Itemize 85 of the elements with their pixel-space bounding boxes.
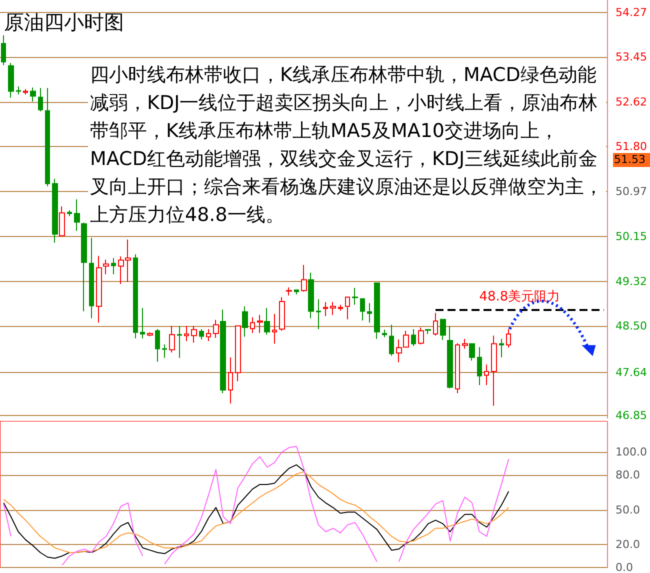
candlestick bbox=[367, 302, 372, 324]
candlestick bbox=[286, 286, 292, 296]
candlestick bbox=[484, 364, 489, 386]
candlestick bbox=[8, 62, 14, 98]
candlestick bbox=[257, 314, 263, 334]
candlestick bbox=[425, 328, 431, 335]
candlestick bbox=[96, 255, 102, 324]
y-tick-label: 49.32 bbox=[616, 274, 648, 288]
text: 原油四小时图 bbox=[4, 10, 124, 34]
candlestick bbox=[447, 325, 453, 389]
candlestick bbox=[103, 259, 109, 275]
y-tick-label: 50.0 bbox=[616, 503, 640, 516]
candlestick bbox=[462, 338, 468, 350]
candlestick bbox=[23, 88, 28, 96]
candlestick bbox=[59, 206, 65, 237]
candlestick bbox=[308, 272, 314, 319]
candlestick bbox=[433, 312, 438, 336]
candlestick bbox=[89, 237, 94, 319]
candlestick bbox=[455, 342, 460, 394]
candlestick bbox=[147, 332, 153, 337]
candlestick bbox=[235, 325, 241, 382]
candlestick bbox=[184, 325, 189, 342]
candlestick bbox=[213, 319, 219, 338]
candlestick bbox=[81, 222, 87, 312]
y-tick-label: 100.0 bbox=[616, 446, 648, 459]
candlestick bbox=[242, 306, 248, 338]
candlestick bbox=[301, 264, 307, 292]
y-tick-label: 50.15 bbox=[616, 230, 648, 243]
candlestick bbox=[177, 325, 182, 358]
y-tick-label: 20.0 bbox=[616, 538, 640, 551]
candlestick bbox=[316, 298, 321, 330]
candlestick bbox=[477, 346, 482, 386]
candlestick bbox=[360, 298, 365, 321]
candlestick bbox=[199, 328, 204, 340]
candlestick bbox=[323, 301, 328, 317]
text: 51.53 bbox=[614, 153, 646, 166]
candlestick bbox=[220, 309, 226, 394]
candlestick bbox=[45, 87, 50, 187]
candlestick bbox=[352, 287, 358, 306]
y-tick-label: 52.62 bbox=[616, 96, 648, 109]
candlestick bbox=[155, 328, 160, 362]
y-tick-label: 46.85 bbox=[616, 409, 648, 422]
annotation: 四小时线布林带收口，K线承压布林带中轨，MACD绿色动能减弱，KDJ一线位于超卖区拐头向上，小时线上看，原油布林带邹平，K线承压布林带上轨MA5及MA10交进场向上，MACD红色动能增强，双线交金叉运行，KDJ三线延续此前金叉向上开口；综合来看杨逸庆建议原油还是以反弹做空为主，上方压力位48.8一线。 bbox=[90, 64, 603, 226]
candlestick bbox=[67, 210, 72, 217]
candlestick bbox=[16, 86, 21, 96]
candlestick bbox=[169, 325, 175, 353]
candlestick bbox=[330, 301, 336, 316]
candlestick bbox=[499, 338, 504, 358]
candlestick bbox=[338, 304, 343, 312]
candlestick bbox=[411, 328, 416, 346]
candlestick bbox=[162, 344, 167, 358]
candlestick bbox=[228, 356, 233, 404]
candlestick bbox=[38, 87, 43, 112]
candlestick bbox=[272, 313, 277, 344]
y-tick-label: 48.50 bbox=[616, 319, 648, 332]
candlestick bbox=[374, 282, 380, 340]
candlestick bbox=[1, 34, 6, 66]
candlestick bbox=[206, 328, 211, 342]
candlestick bbox=[294, 288, 299, 295]
candlestick bbox=[469, 343, 475, 362]
candlestick bbox=[506, 328, 511, 348]
ref-line-label: 48.8美元阻力 bbox=[479, 288, 560, 305]
candlestick bbox=[52, 178, 58, 244]
candlestick bbox=[389, 324, 394, 356]
candlestick bbox=[418, 327, 424, 345]
candlestick bbox=[133, 254, 138, 339]
candlestick bbox=[440, 318, 446, 341]
candlestick bbox=[250, 316, 255, 334]
candlestick bbox=[382, 329, 387, 338]
candlestick bbox=[191, 325, 197, 344]
candlestick bbox=[30, 86, 36, 102]
y-tick-label: 47.64 bbox=[616, 366, 648, 380]
candlestick bbox=[74, 198, 80, 232]
y-tick-label: 51.80 bbox=[616, 140, 648, 154]
y-tick-label: 53.45 bbox=[616, 50, 648, 64]
candlestick bbox=[111, 257, 116, 275]
y-tick-label: 50.97 bbox=[616, 185, 648, 198]
y-tick-label: 0.0 bbox=[616, 561, 634, 573]
candlestick bbox=[264, 307, 270, 336]
y-tick-label: 80.0 bbox=[616, 468, 640, 482]
candlestick bbox=[140, 307, 145, 339]
y-tick-label: 54.27 bbox=[616, 6, 648, 19]
candlestick bbox=[279, 296, 285, 332]
candlestick bbox=[345, 296, 350, 320]
candlestick bbox=[491, 335, 497, 406]
